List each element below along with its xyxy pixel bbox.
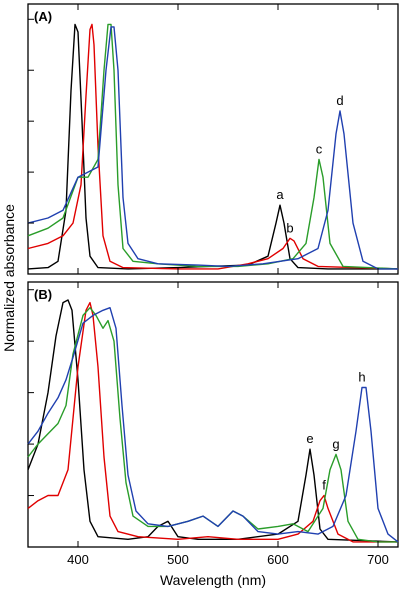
- series-line-e: [27, 299, 399, 543]
- series-line-b: [27, 23, 399, 270]
- panel-a-label: (A): [34, 9, 52, 24]
- curve-label-c: c: [316, 141, 323, 156]
- panel-b-label: (B): [34, 287, 52, 302]
- x-axis-label: Wavelength (nm): [160, 572, 266, 588]
- panel-b-curve-labels: e f g h: [306, 370, 365, 493]
- y-axis-label: Normalized absorbance: [1, 204, 17, 352]
- x-tick-label: 600: [267, 552, 289, 567]
- x-tick-label: 400: [67, 552, 89, 567]
- panel-a-frame: [27, 3, 399, 275]
- curve-label-b: b: [286, 220, 293, 235]
- series-line-h: [27, 307, 399, 543]
- series-line-c: [27, 23, 399, 270]
- panel-b-curves: [27, 299, 399, 543]
- series-line-d: [27, 26, 398, 270]
- curve-label-h: h: [358, 370, 365, 385]
- panel-b: (B) e f g h: [27, 281, 399, 548]
- y-axis-ticks: [28, 18, 34, 548]
- panel-a: (A) a b c d: [27, 3, 399, 275]
- curve-label-g: g: [332, 436, 339, 451]
- x-tick-label: 500: [167, 552, 189, 567]
- panel-a-curve-labels: a b c d: [276, 93, 343, 235]
- panel-b-frame: [27, 281, 399, 548]
- series-line-a: [27, 23, 398, 270]
- curve-label-e: e: [306, 431, 313, 446]
- panel-a-curves: [27, 23, 399, 270]
- x-tick-label: 700: [367, 552, 389, 567]
- series-line-g: [27, 307, 398, 543]
- curve-label-a: a: [276, 187, 284, 202]
- curve-label-f: f: [322, 478, 326, 493]
- x-axis-ticks: 400 500 600 700: [67, 4, 389, 567]
- series-line-f: [27, 301, 398, 543]
- curve-label-d: d: [336, 93, 343, 108]
